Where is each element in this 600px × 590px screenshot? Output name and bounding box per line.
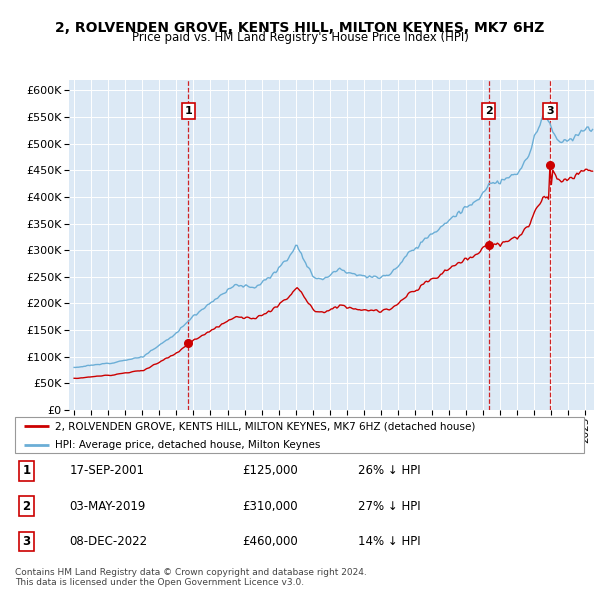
Text: 2: 2 <box>22 500 31 513</box>
Text: 2, ROLVENDEN GROVE, KENTS HILL, MILTON KEYNES, MK7 6HZ: 2, ROLVENDEN GROVE, KENTS HILL, MILTON K… <box>55 21 545 35</box>
FancyBboxPatch shape <box>15 417 584 454</box>
Text: 03-MAY-2019: 03-MAY-2019 <box>70 500 146 513</box>
Text: 3: 3 <box>22 535 31 548</box>
Text: 3: 3 <box>546 106 554 116</box>
Text: Price paid vs. HM Land Registry's House Price Index (HPI): Price paid vs. HM Land Registry's House … <box>131 31 469 44</box>
Text: HPI: Average price, detached house, Milton Keynes: HPI: Average price, detached house, Milt… <box>55 440 320 450</box>
Text: 26% ↓ HPI: 26% ↓ HPI <box>358 464 420 477</box>
Text: £310,000: £310,000 <box>242 500 298 513</box>
Text: £460,000: £460,000 <box>242 535 298 548</box>
Text: 1: 1 <box>185 106 193 116</box>
Text: 17-SEP-2001: 17-SEP-2001 <box>70 464 145 477</box>
Text: Contains HM Land Registry data © Crown copyright and database right 2024.
This d: Contains HM Land Registry data © Crown c… <box>15 568 367 587</box>
Text: 1: 1 <box>22 464 31 477</box>
Text: 27% ↓ HPI: 27% ↓ HPI <box>358 500 420 513</box>
Text: £125,000: £125,000 <box>242 464 298 477</box>
Text: 2: 2 <box>485 106 493 116</box>
Text: 14% ↓ HPI: 14% ↓ HPI <box>358 535 420 548</box>
Text: 08-DEC-2022: 08-DEC-2022 <box>70 535 148 548</box>
Text: 2, ROLVENDEN GROVE, KENTS HILL, MILTON KEYNES, MK7 6HZ (detached house): 2, ROLVENDEN GROVE, KENTS HILL, MILTON K… <box>55 421 476 431</box>
